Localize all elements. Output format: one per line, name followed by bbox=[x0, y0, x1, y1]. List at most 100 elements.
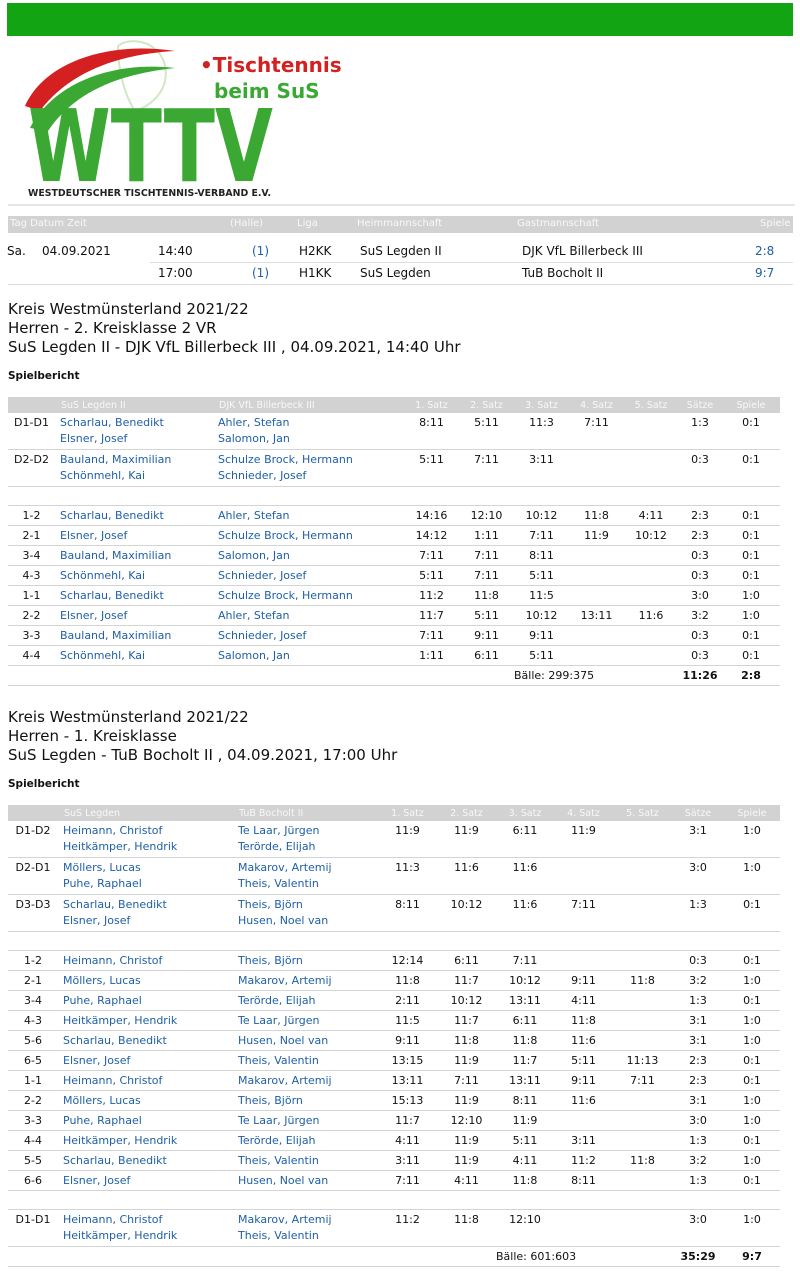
schedule-league: H2KK bbox=[299, 244, 332, 258]
game-result: 0:1 bbox=[722, 525, 780, 546]
player: Elsner, Josef bbox=[60, 609, 128, 622]
cell bbox=[8, 486, 55, 506]
schedule-guest: DJK VfL Billerbeck III bbox=[522, 244, 643, 258]
set-score: 5:11 bbox=[496, 1130, 554, 1151]
player: Scharlau, Benedikt bbox=[63, 1034, 167, 1047]
player: Scharlau, Benedikt bbox=[60, 416, 164, 429]
set-score bbox=[613, 1110, 672, 1131]
game-result: 0:1 bbox=[724, 1170, 780, 1191]
position: 4-4 bbox=[8, 645, 55, 666]
set-score: 1:11 bbox=[404, 645, 459, 666]
position: 2-2 bbox=[8, 605, 55, 626]
set-score bbox=[613, 1130, 672, 1151]
guest-players: Makarov, Artemij bbox=[233, 970, 378, 991]
header-row: SuS Legden II DJK VfL Billerbeck III 1. Sa… bbox=[8, 397, 780, 413]
set-score: 11:8 bbox=[459, 585, 514, 606]
schedule-header-bar bbox=[8, 216, 793, 233]
section-label: Spielbericht bbox=[8, 370, 80, 382]
set-score: 15:13 bbox=[378, 1090, 437, 1111]
heading-line: Herren - 2. Kreisklasse 2 VR bbox=[8, 319, 217, 337]
player: Heimann, Christof bbox=[63, 1213, 163, 1226]
player: Schnieder, Josef bbox=[218, 629, 307, 642]
position: D1-D2 bbox=[8, 821, 58, 858]
game-result: 0:1 bbox=[724, 1130, 780, 1151]
game-result: 1:0 bbox=[724, 1110, 780, 1131]
set-score: 11:8 bbox=[569, 505, 624, 526]
player: Heimann, Christof bbox=[63, 824, 163, 837]
home-players: Möllers, Lucas Puhe, Raphael bbox=[58, 857, 233, 895]
schedule-time: 17:00 bbox=[158, 266, 193, 280]
header-cell: 1. Satz bbox=[378, 805, 437, 821]
set-score: 6:11 bbox=[437, 950, 496, 971]
set-score: 9:11 bbox=[554, 970, 613, 991]
set-result: 3:0 bbox=[678, 585, 722, 606]
game-result: 0:1 bbox=[722, 645, 780, 666]
cell bbox=[378, 1190, 437, 1210]
set-score: 2:11 bbox=[378, 990, 437, 1011]
match-row: D2-D2 Bauland, Maximilian Schönmehl, Kai Sc… bbox=[8, 449, 780, 487]
set-score: 11:3 bbox=[378, 857, 437, 895]
match-row: 2-2 Möllers, Lucas Theis, Björn 15:13 11:9 8:… bbox=[8, 1090, 780, 1111]
set-score bbox=[624, 625, 678, 646]
header-cell: DJK VfL Billerbeck III bbox=[213, 397, 404, 413]
set-score: 7:11 bbox=[459, 449, 514, 487]
match-row: D3-D3 Scharlau, Benedikt Elsner, Josef Thei… bbox=[8, 894, 780, 932]
set-score: 11:8 bbox=[437, 1030, 496, 1051]
player: Schönmehl, Kai bbox=[60, 569, 146, 582]
header-cell: Spiele bbox=[722, 397, 780, 413]
set-score bbox=[613, 857, 672, 895]
set-result: 1:3 bbox=[678, 413, 722, 450]
home-players: Schönmehl, Kai bbox=[55, 645, 213, 666]
set-score: 11:8 bbox=[437, 1209, 496, 1247]
set-score bbox=[613, 1170, 672, 1191]
federation: WESTDEUTSCHER TISCHTENNIS-VERBAND E.V. bbox=[28, 188, 271, 199]
cell bbox=[378, 931, 437, 951]
home-players: Heitkämper, Hendrik bbox=[58, 1130, 233, 1151]
heading-line: SuS Legden II - DJK VfL Billerbeck III ,… bbox=[8, 338, 461, 356]
cell bbox=[437, 1190, 496, 1210]
set-score: 10:12 bbox=[624, 525, 678, 546]
guest-players: Theis, Björn Husen, Noel van bbox=[233, 894, 378, 932]
player: Schulze Brock, Hermann bbox=[218, 589, 353, 602]
footer-row: Bälle: 299:375 11:26 2:8 bbox=[8, 665, 780, 686]
set-result: 3:2 bbox=[672, 970, 724, 991]
cell bbox=[569, 665, 624, 686]
reports: Kreis Westmünsterland 2021/22 Herren - 2.… bbox=[0, 292, 800, 1281]
match-row: D2-D1 Möllers, Lucas Puhe, Raphael Makarov,… bbox=[8, 857, 780, 895]
home-players: Schönmehl, Kai bbox=[55, 565, 213, 586]
set-score: 10:12 bbox=[437, 894, 496, 932]
position: D1-D1 bbox=[8, 1209, 58, 1247]
player: Heitkämper, Hendrik bbox=[63, 840, 178, 853]
home-players: Heimann, Christof bbox=[58, 1070, 233, 1091]
player: Theis, Björn bbox=[238, 1094, 303, 1107]
home-players: Bauland, Maximilian Schönmehl, Kai bbox=[55, 449, 213, 487]
game-result: 0:1 bbox=[722, 413, 780, 450]
game-result: 1:0 bbox=[722, 585, 780, 606]
cell bbox=[554, 1190, 613, 1210]
schedule-time: 14:40 bbox=[158, 244, 193, 258]
set-result: 3:2 bbox=[678, 605, 722, 626]
cell bbox=[514, 486, 569, 506]
player: Terörde, Elijah bbox=[238, 994, 316, 1007]
cell bbox=[672, 1190, 724, 1210]
cell bbox=[613, 931, 672, 951]
set-score bbox=[624, 449, 678, 487]
home-players: Elsner, Josef bbox=[58, 1170, 233, 1191]
home-players: Heimann, Christof Heitkämper, Hendrik bbox=[58, 1209, 233, 1247]
player: Te Laar, Jürgen bbox=[238, 1114, 320, 1127]
set-score: 11:5 bbox=[514, 585, 569, 606]
total-sets: 35:29 bbox=[672, 1246, 724, 1267]
cell bbox=[672, 931, 724, 951]
game-result: 0:1 bbox=[724, 990, 780, 1011]
set-score: 11:6 bbox=[496, 894, 554, 932]
set-result: 0:3 bbox=[672, 950, 724, 971]
set-score: 11:9 bbox=[496, 1110, 554, 1131]
schedule-header: Spiele bbox=[760, 218, 791, 229]
player: Salomon, Jan bbox=[218, 549, 290, 562]
cell bbox=[678, 486, 722, 506]
set-score: 8:11 bbox=[496, 1090, 554, 1111]
set-score bbox=[554, 857, 613, 895]
game-result: 1:0 bbox=[724, 1090, 780, 1111]
set-score: 11:7 bbox=[437, 1010, 496, 1031]
